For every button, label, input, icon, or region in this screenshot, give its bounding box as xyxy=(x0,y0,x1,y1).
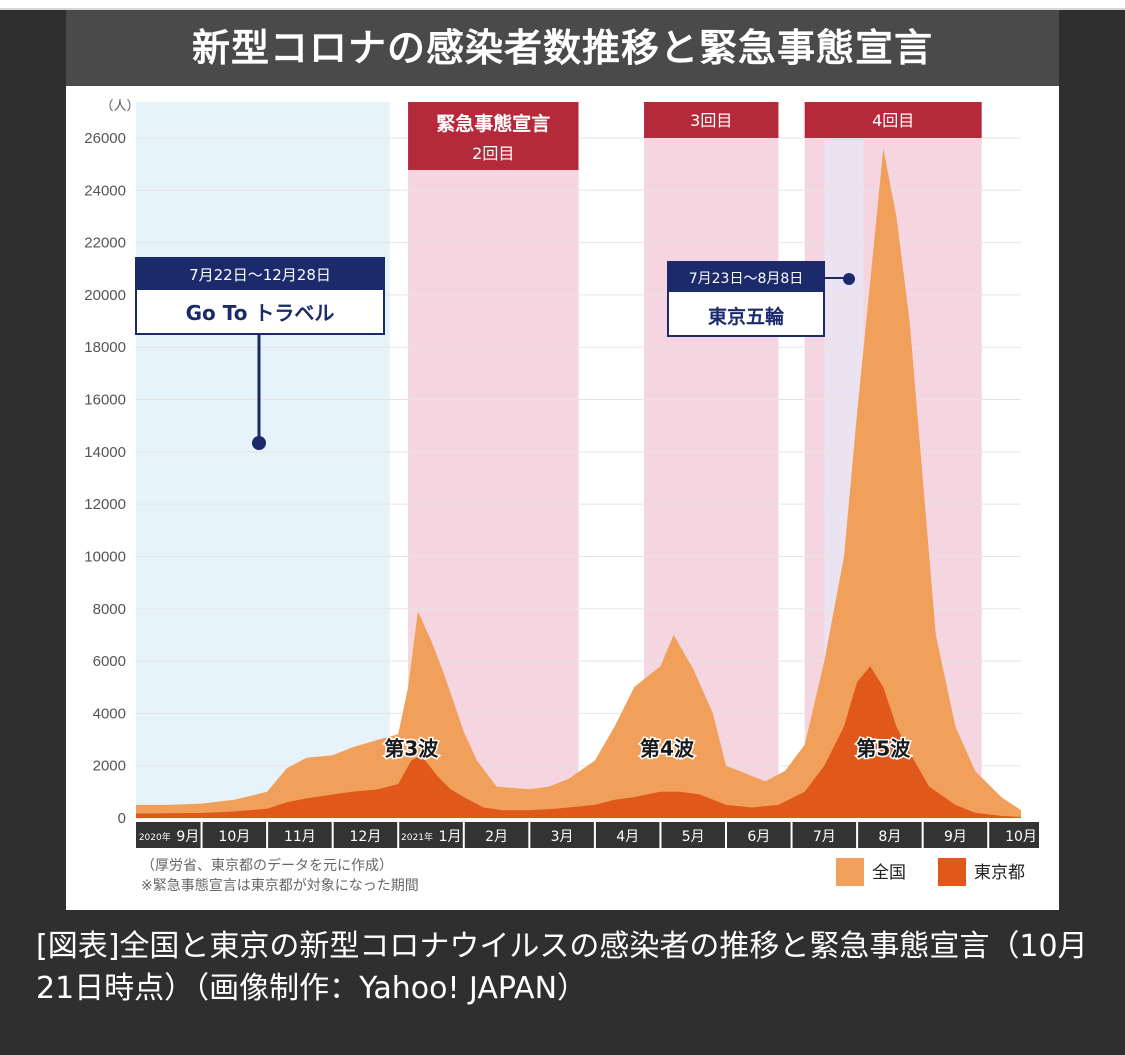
legend-label-national: 全国 xyxy=(872,863,906,883)
y-tick-label-13: 26000 xyxy=(84,130,126,147)
chart-title: 新型コロナの感染者数推移と緊急事態宣言 xyxy=(66,10,1059,86)
y-tick-label-11: 22000 xyxy=(84,235,126,252)
y-tick-label-8: 16000 xyxy=(84,392,126,409)
series-area-national xyxy=(136,148,1021,818)
emergency3-banner xyxy=(644,102,779,138)
emergency3-label: 3回目 xyxy=(690,111,732,130)
y-tick-label-3: 6000 xyxy=(93,653,126,670)
y-tick-label-7: 14000 xyxy=(84,444,126,461)
emergency4-banner xyxy=(804,102,982,138)
y-tick-label-2: 4000 xyxy=(93,705,126,722)
y-tick-label-1: 2000 xyxy=(93,758,126,775)
x-tick-label-9: 6月 xyxy=(747,829,770,845)
x-tick-label-3: 12月 xyxy=(350,829,382,845)
wave-label-5: 第5波 xyxy=(856,736,911,760)
emergency4-label: 4回目 xyxy=(872,111,914,130)
y-tick-label-0: 0 xyxy=(118,810,126,827)
wave-label-3: 第3波 xyxy=(384,736,439,760)
x-tick-label-10: 7月 xyxy=(813,829,836,845)
x-tick-label-5: 2月 xyxy=(485,829,508,845)
goto-leader-dot xyxy=(252,436,266,450)
goto-callout-header xyxy=(136,258,384,290)
x-tick-label-12: 9月 xyxy=(944,829,967,845)
emergency2-banner xyxy=(408,102,579,170)
x-tick-prefix-0: 2020年 xyxy=(139,831,171,843)
x-tick-prefix-4: 2021年 xyxy=(401,831,433,843)
x-axis-bar xyxy=(136,822,1039,848)
y-tick-label-12: 24000 xyxy=(84,182,126,199)
olympics-dates: 7月23日〜8月8日 xyxy=(689,271,804,287)
source-note: （厚労省、東京都のデータを元に作成） xyxy=(141,857,393,874)
scope-note: ※緊急事態宣言は東京都が対象になった期間 xyxy=(141,878,419,894)
emergency2-label: 緊急事態宣言 xyxy=(436,112,550,135)
y-axis-unit: （人） xyxy=(100,99,139,114)
wave-label-4: 第4波 xyxy=(640,736,695,760)
chart-figure: 新型コロナの感染者数推移と緊急事態宣言 （人） 0 2000 4000 6000 8000… xyxy=(66,10,1059,910)
chart-canvas: （人） 0 2000 4000 6000 8000 10000 12000 14000 16000… xyxy=(84,99,1039,894)
y-tick-label-5: 10000 xyxy=(84,548,126,565)
goto-label: Go To トラベル xyxy=(186,301,335,325)
legend-swatch-national xyxy=(836,858,864,886)
x-tick-label-2: 11月 xyxy=(284,829,316,845)
x-tick-label-4: 1月 xyxy=(439,829,462,845)
x-tick-label-7: 4月 xyxy=(616,829,639,845)
olympics-leader-dot xyxy=(843,273,855,285)
y-tick-label-6: 12000 xyxy=(84,496,126,513)
figure-caption: [図表]全国と東京の新型コロナウイルスの感染者の推移と緊急事態宣言（10月21日… xyxy=(0,910,1125,1055)
x-tick-label-1: 10月 xyxy=(218,829,250,845)
legend-swatch-tokyo xyxy=(938,858,966,886)
goto-dates: 7月22日〜12月28日 xyxy=(189,266,331,284)
emergency2-sub: 2回目 xyxy=(472,144,514,163)
y-tick-label-9: 18000 xyxy=(84,339,126,356)
x-tick-label-11: 8月 xyxy=(878,829,901,845)
series-areas xyxy=(136,148,1021,818)
olympics-label: 東京五輪 xyxy=(708,305,785,328)
top-rule-line xyxy=(0,8,1125,10)
series-area-tokyo xyxy=(136,666,1021,818)
y-tick-label-4: 8000 xyxy=(93,601,126,618)
axes: （人） 0 2000 4000 6000 8000 10000 12000 14000 16000… xyxy=(84,99,1039,848)
legend-label-tokyo: 東京都 xyxy=(974,863,1025,883)
period-band-0 xyxy=(136,102,390,818)
x-tick-label-8: 5月 xyxy=(682,829,705,845)
x-tick-label-6: 3月 xyxy=(551,829,574,845)
x-tick-label-13: 10月 xyxy=(1005,829,1037,845)
y-tick-label-10: 20000 xyxy=(84,287,126,304)
top-rule xyxy=(0,0,1125,10)
olympics-callout-header xyxy=(668,262,824,292)
x-tick-label-0: 9月 xyxy=(176,829,199,845)
